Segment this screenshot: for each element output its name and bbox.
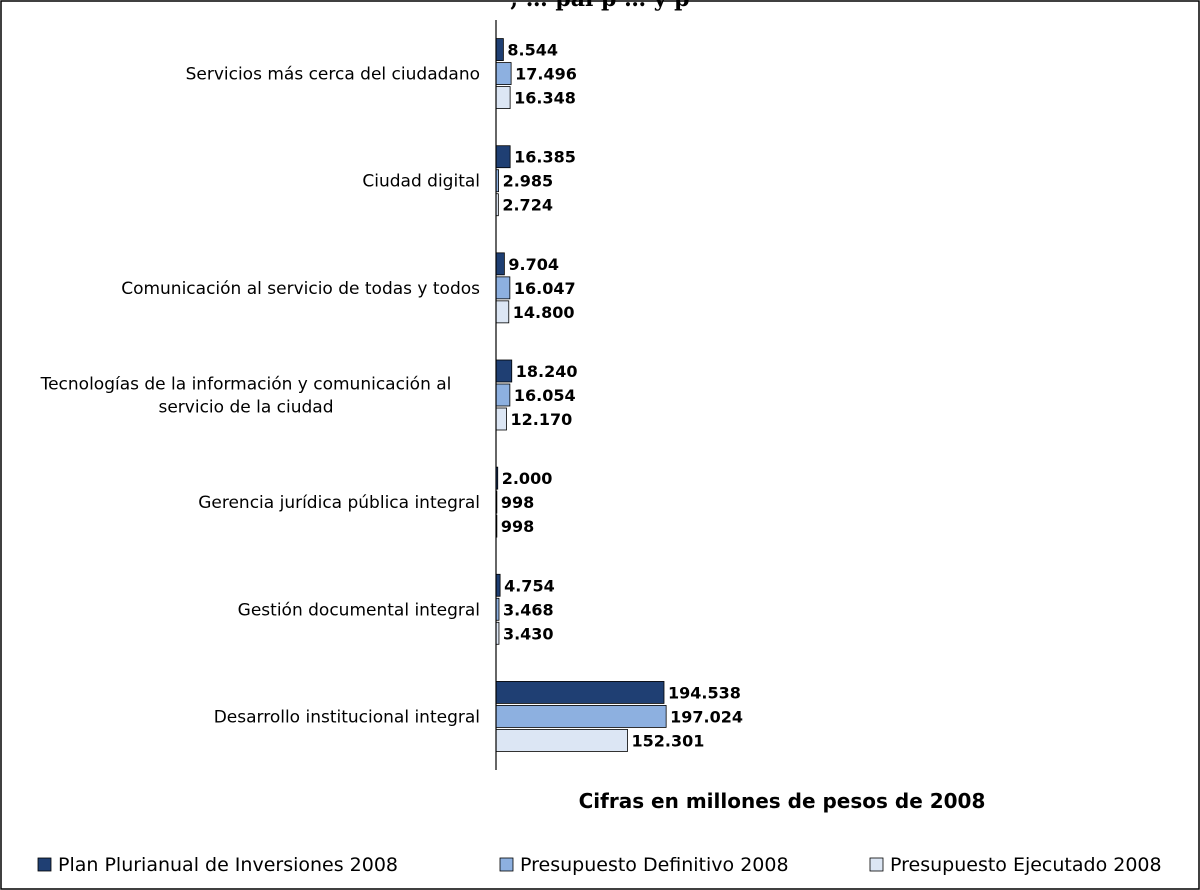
bar — [495, 145, 511, 169]
category-label-line: Servicios más cerca del ciudadano — [186, 65, 480, 85]
legend-label: Presupuesto Ejecutado 2008 — [890, 854, 1162, 876]
data-label: 8.544 — [507, 41, 558, 60]
bar — [495, 276, 511, 300]
category-label-line: Comunicación al servicio de todas y todo… — [121, 279, 480, 299]
data-label: 3.468 — [503, 600, 554, 619]
data-label: 998 — [501, 493, 534, 512]
category-label: Tecnologías de la información y comunica… — [40, 375, 452, 418]
legend-item: Plan Plurianual de Inversiones 2008 — [37, 854, 398, 876]
category-label: Ciudad digital — [362, 172, 480, 192]
category-label-line: Tecnologías de la información y comunica… — [40, 375, 452, 395]
bars — [495, 38, 667, 752]
chart-caption: Cifras en millones de pesos de 2008 — [579, 789, 986, 813]
bar — [495, 681, 665, 704]
legend-label: Plan Plurianual de Inversiones 2008 — [58, 854, 398, 876]
bar — [495, 383, 511, 407]
category-label-line: servicio de la ciudad — [158, 398, 333, 418]
data-label: 14.800 — [513, 303, 575, 322]
bar — [495, 705, 667, 728]
bar — [495, 62, 512, 85]
data-label: 152.301 — [632, 731, 705, 750]
category-labels: Servicios más cerca del ciudadano Ciudad … — [40, 65, 481, 728]
data-label: 16.054 — [514, 386, 576, 405]
legend: Plan Plurianual de Inversiones 2008 Presu… — [37, 854, 1162, 876]
bar — [495, 86, 511, 109]
data-label: 16.348 — [514, 89, 576, 108]
bar — [495, 300, 510, 324]
data-label: 194.538 — [668, 683, 741, 702]
legend-label: Presupuesto Definitivo 2008 — [520, 854, 789, 876]
legend-item: Presupuesto Ejecutado 2008 — [869, 854, 1162, 876]
data-label: 2.724 — [502, 196, 553, 215]
legend-swatch — [499, 857, 514, 872]
bar — [495, 38, 504, 61]
data-label: 2.000 — [502, 469, 553, 488]
chart-title-fragment: , … pal p … y p — [0, 0, 1200, 12]
data-label: 9.704 — [508, 255, 559, 274]
category-label: Comunicación al servicio de todas y todo… — [121, 279, 480, 299]
legend-swatch — [37, 857, 52, 872]
legend-swatch — [869, 857, 884, 872]
data-label: 2.985 — [503, 172, 554, 191]
category-label: Gerencia jurídica pública integral — [198, 493, 480, 513]
data-label: 16.047 — [514, 279, 576, 298]
category-label-line: Gerencia jurídica pública integral — [198, 493, 480, 513]
data-label: 998 — [501, 517, 534, 536]
bar — [495, 407, 507, 431]
legend-item: Presupuesto Definitivo 2008 — [499, 854, 789, 876]
bar — [495, 573, 501, 597]
category-label: Desarrollo institucional integral — [214, 707, 480, 727]
data-label: 3.430 — [503, 624, 554, 643]
data-label: 197.024 — [670, 707, 743, 726]
data-label: 4.754 — [504, 576, 555, 595]
data-label: 12.170 — [511, 410, 573, 429]
data-label: 18.240 — [516, 362, 578, 381]
category-label: Gestión documental integral — [238, 600, 480, 620]
category-label-line: Ciudad digital — [362, 172, 480, 192]
data-label: 16.385 — [514, 148, 576, 167]
category-label-line: Gestión documental integral — [238, 600, 480, 620]
data-label: 17.496 — [515, 65, 577, 84]
category-label-line: Desarrollo institucional integral — [214, 707, 480, 727]
category-label: Servicios más cerca del ciudadano — [186, 65, 480, 85]
bar — [495, 252, 505, 276]
bar — [495, 359, 513, 383]
bar — [495, 729, 628, 752]
value-labels: 8.544 17.496 16.348 16.385 2.985 2.724 9.704 16… — [501, 41, 743, 751]
